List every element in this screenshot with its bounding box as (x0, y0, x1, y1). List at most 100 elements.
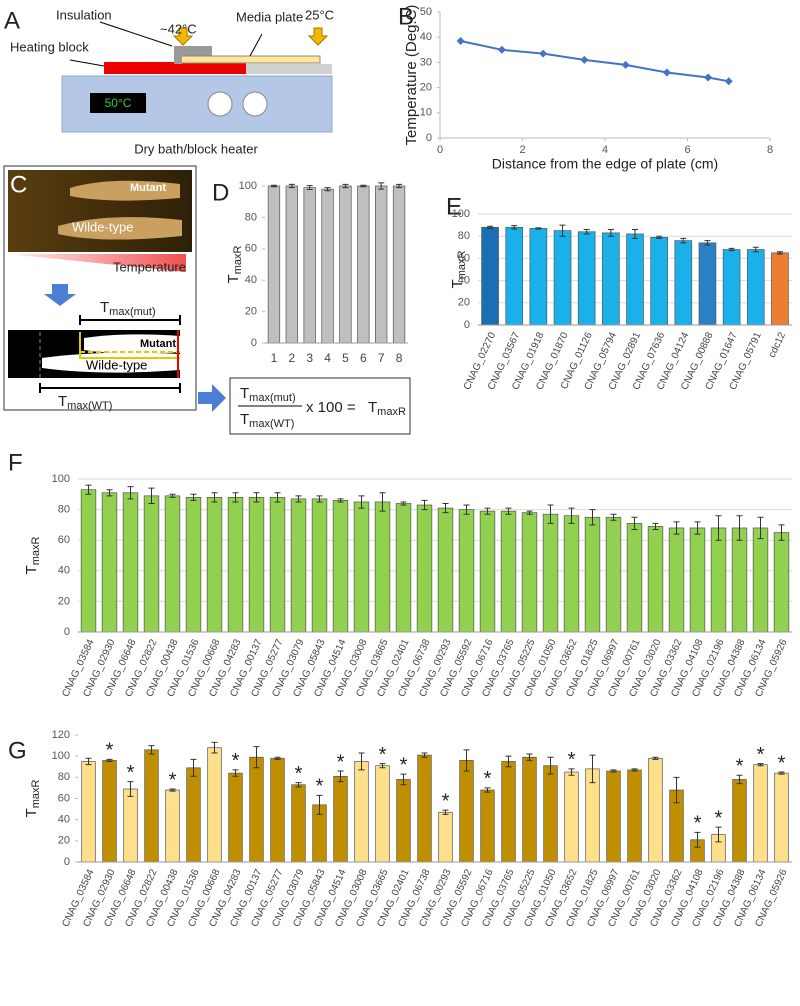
y-tick-label: 80 (245, 211, 257, 223)
significance-label: * (295, 763, 303, 785)
label-sub: max(WT) (67, 400, 112, 412)
bar (564, 771, 579, 863)
error-bar (148, 487, 155, 504)
error-bar (396, 183, 403, 189)
significance-label: * (379, 744, 387, 766)
error-bar (379, 763, 386, 769)
bar (771, 252, 789, 326)
label-main: T (23, 808, 40, 817)
diagram-label: Tmax(mut) (100, 299, 156, 318)
error-bar (547, 756, 554, 775)
y-tick-label: 0 (464, 319, 470, 331)
error-bar (190, 758, 197, 777)
panel-label: D (212, 179, 229, 206)
bar (753, 764, 768, 863)
error-bar (270, 184, 277, 188)
error-bar (463, 749, 470, 772)
pointer (249, 33, 263, 57)
error-bar (736, 515, 743, 541)
bar (668, 527, 685, 633)
bracket (79, 332, 180, 359)
y-tick-label: 60 (245, 243, 257, 255)
y-tick-label: 20 (245, 306, 257, 318)
bar (479, 510, 496, 633)
bar (357, 185, 370, 344)
photo-label: Mutant (130, 182, 166, 194)
bar (185, 497, 202, 633)
error-bar (736, 774, 743, 785)
bar (123, 788, 138, 863)
error-bar (728, 247, 735, 252)
bar (606, 770, 621, 863)
error-bar (757, 763, 764, 767)
bar (505, 226, 524, 326)
error-bar (484, 507, 491, 515)
bar (627, 769, 642, 863)
bar (186, 767, 201, 863)
y-tick-label: 60 (58, 792, 70, 804)
knob (242, 91, 268, 117)
pointer (99, 21, 173, 47)
label-sub: max(WT) (249, 418, 294, 430)
display (90, 93, 146, 113)
error-bar (715, 515, 722, 541)
bar (500, 510, 517, 633)
bar (311, 498, 328, 633)
significance-label: * (778, 752, 786, 774)
bar (480, 789, 495, 863)
bar (354, 761, 369, 863)
significance-label: * (736, 755, 744, 777)
error-bar (610, 769, 617, 773)
error-bar (169, 493, 176, 498)
y-tick-label: 60 (458, 252, 470, 264)
diagram-label: Tmax(WT) (58, 393, 112, 412)
panel-label: B (398, 3, 414, 30)
block-rest (246, 64, 332, 74)
bar (577, 231, 596, 326)
bar (101, 492, 118, 633)
marker (539, 49, 548, 58)
y-axis-label: Temperature (Deg.C) (403, 5, 420, 146)
y-tick-label: 60 (58, 534, 70, 546)
bar (529, 228, 548, 326)
error-bar (547, 504, 554, 524)
bar (303, 187, 316, 344)
error-bar (589, 754, 596, 784)
bar (321, 188, 334, 344)
error-bar (778, 524, 785, 541)
error-bar (673, 776, 680, 804)
x-tick-label: 2 (519, 144, 525, 156)
x-tick-label: 4 (324, 351, 331, 365)
bar (291, 784, 306, 863)
diagram-c: Mutant Wilde-type Temperature Mutant Wil… (3, 165, 197, 412)
bar (165, 789, 180, 863)
bar (459, 760, 474, 863)
x-tick-label: 7 (378, 351, 385, 365)
bar (375, 765, 390, 863)
bar (417, 754, 432, 863)
error-bar (673, 521, 680, 535)
y-tick-label: 0 (251, 337, 257, 349)
formula-numerator: Tmax(mut) (240, 385, 296, 404)
error-bar (752, 246, 759, 253)
marker (621, 60, 630, 69)
error-bar (442, 502, 449, 514)
error-bar (694, 521, 701, 535)
y-axis-label: TmaxR (449, 251, 468, 289)
line (460, 40, 729, 83)
error-bar (631, 768, 638, 772)
error-bar (211, 741, 218, 754)
y-tick-label: 100 (452, 208, 470, 220)
y-tick-label: 80 (458, 230, 470, 242)
error-bar (288, 183, 295, 189)
y-axis-label: TmaxR (23, 780, 42, 818)
error-bar (568, 507, 575, 524)
label-sub: maxR (30, 780, 42, 809)
error-bar (583, 229, 590, 235)
bar (626, 523, 643, 633)
diagram-label: Insulation (56, 7, 112, 22)
bar (80, 489, 97, 633)
error-bar (274, 492, 281, 503)
error-bar (568, 768, 575, 776)
formula-result: TmaxR (368, 399, 406, 418)
